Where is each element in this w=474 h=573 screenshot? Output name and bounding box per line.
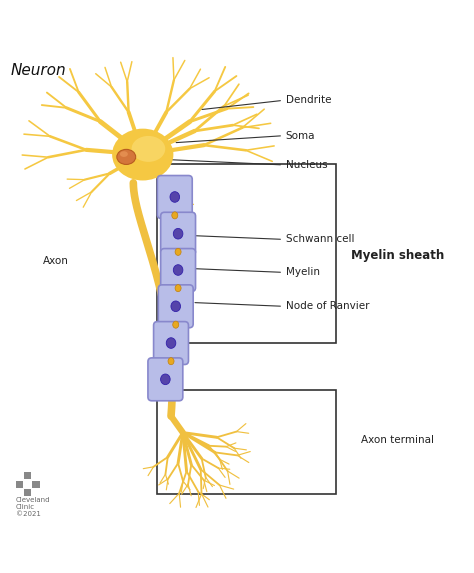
Bar [157,164,336,343]
Ellipse shape [132,136,165,162]
Bar [24,472,31,479]
Text: Myelin sheath: Myelin sheath [351,249,444,262]
Ellipse shape [120,151,128,157]
Text: Myelin: Myelin [285,268,319,277]
Text: Axon terminal: Axon terminal [361,435,434,445]
Bar [33,481,40,488]
Text: Axon: Axon [43,256,69,265]
Ellipse shape [112,129,173,180]
Ellipse shape [173,265,183,275]
FancyBboxPatch shape [161,249,196,292]
Bar [24,489,31,496]
FancyBboxPatch shape [161,212,196,255]
Ellipse shape [175,285,181,292]
Text: Cleveland
Clinic
©2021: Cleveland Clinic ©2021 [16,497,50,517]
FancyBboxPatch shape [157,175,192,218]
Ellipse shape [171,301,181,312]
Text: Node of Ranvier: Node of Ranvier [285,301,369,311]
Text: Nucleus: Nucleus [285,160,327,170]
FancyBboxPatch shape [154,321,189,364]
Text: Schwann cell: Schwann cell [285,234,354,244]
Bar [16,481,23,488]
Text: Neuron: Neuron [11,62,66,78]
Ellipse shape [173,229,183,239]
FancyBboxPatch shape [148,358,183,401]
Bar [157,390,336,494]
Ellipse shape [170,191,180,202]
Ellipse shape [166,337,176,348]
Ellipse shape [172,212,178,219]
FancyBboxPatch shape [158,285,193,328]
Ellipse shape [161,374,170,384]
Ellipse shape [168,358,174,365]
Text: Soma: Soma [285,131,315,141]
Ellipse shape [173,321,179,328]
Ellipse shape [175,248,181,256]
Ellipse shape [117,150,136,164]
Text: Dendrite: Dendrite [285,95,331,105]
